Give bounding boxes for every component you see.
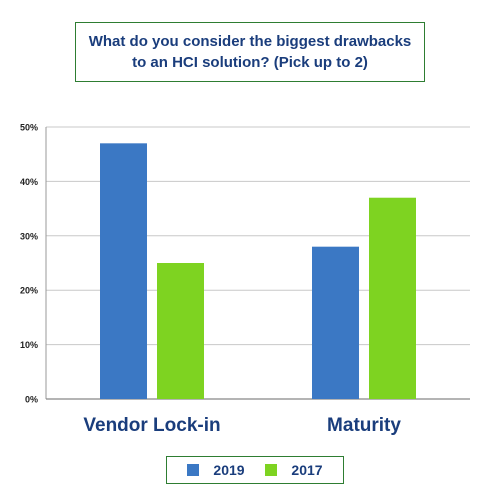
legend-swatch-2019 — [187, 464, 199, 476]
y-tick-label: 30% — [20, 231, 38, 241]
bar-2019-vendor-lock-in — [100, 143, 147, 399]
legend-label-2017: 2017 — [291, 462, 322, 478]
legend-item-2017: 2017 — [265, 462, 322, 478]
y-tick-label: 0% — [25, 395, 38, 405]
legend-swatch-2017 — [265, 464, 277, 476]
bar-2019-maturity — [312, 247, 359, 399]
chart-legend: 2019 2017 — [166, 456, 344, 484]
legend-item-2019: 2019 — [187, 462, 244, 478]
bar-2017-vendor-lock-in — [157, 263, 204, 399]
x-tick-label: Maturity — [327, 415, 401, 436]
y-tick-label: 20% — [20, 286, 38, 296]
y-tick-label: 40% — [20, 177, 38, 187]
y-tick-label: 50% — [20, 123, 38, 133]
x-tick-label: Vendor Lock-in — [83, 415, 220, 436]
bar-2017-maturity — [369, 198, 416, 399]
y-tick-label: 10% — [20, 340, 38, 350]
legend-label-2019: 2019 — [213, 462, 244, 478]
